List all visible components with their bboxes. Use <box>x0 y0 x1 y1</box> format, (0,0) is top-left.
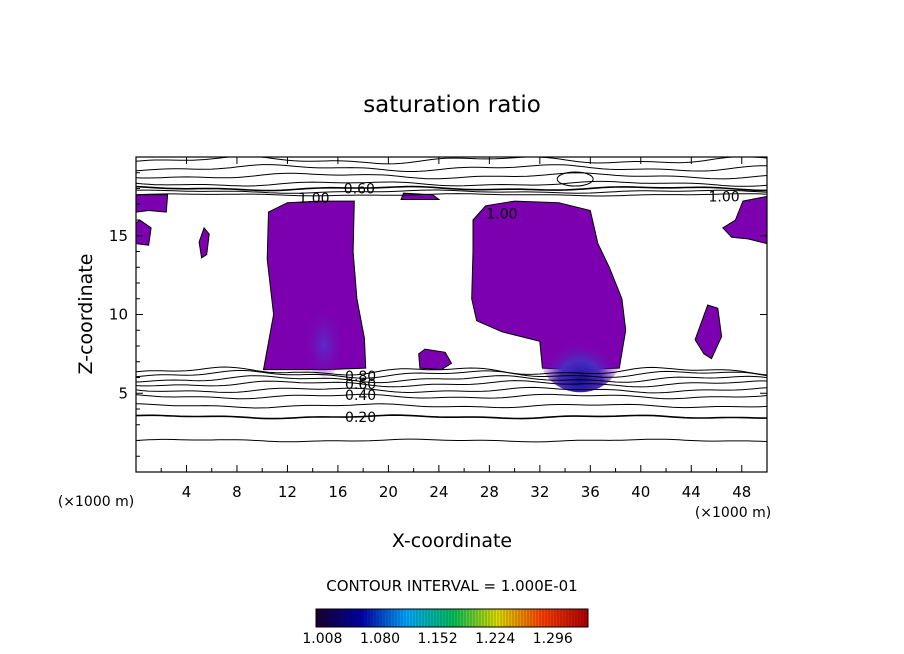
color-bar-fill <box>315 608 589 628</box>
contour-label-4: 0.60 <box>344 182 375 198</box>
color-bar-tick-label-4: 1.296 <box>533 631 573 647</box>
x-tick-label-4: 20 <box>379 483 398 501</box>
color-bar-tick-label-0: 1.008 <box>302 631 342 647</box>
y-tick-label-2: 15 <box>109 227 128 245</box>
contour-line-low-4 <box>136 386 767 394</box>
x-tick-label-10: 44 <box>682 483 701 501</box>
shaded-region-patch-right-lower <box>694 304 723 360</box>
contour-label-7: 1.00 <box>709 189 740 205</box>
x-unit-label: (×1000 m) <box>695 505 771 521</box>
plot-frame <box>135 156 768 473</box>
x-tick-label-1: 8 <box>232 483 242 501</box>
contour-line-high-0 <box>136 193 767 197</box>
chart-title: saturation ratio <box>363 92 541 118</box>
color-bar-stripes <box>317 609 586 627</box>
contour-line-low-5 <box>136 380 767 388</box>
contour-label-1: 0.40 <box>345 388 376 404</box>
x-tick-label-8: 36 <box>581 483 600 501</box>
shaded-region-patch-center-low <box>418 348 453 371</box>
contour-line-high-6 <box>136 157 767 165</box>
contour-label-3: 0.80 <box>345 369 376 385</box>
contour-closed-top <box>556 171 594 187</box>
y-unit-label: (×1000 m) <box>58 494 134 510</box>
contour-line-low-6 <box>136 375 767 384</box>
contour-label-0: 0.20 <box>345 410 376 426</box>
contour-line-high-2 <box>136 185 767 192</box>
contour-line-low-1 <box>136 414 767 420</box>
contour-line-low-8 <box>136 366 767 376</box>
shaded-region-patch-left-mid <box>136 219 152 246</box>
contour-labels: 0.200.400.600.800.601.001.001.00 <box>298 182 739 426</box>
contour-line-low-2 <box>136 403 767 409</box>
contour-line-high-5 <box>136 164 767 172</box>
color-bar-tick-labels: 1.008 1.080 1.152 1.224 1.296 <box>302 631 573 647</box>
contour-line-high-4 <box>136 172 767 180</box>
shaded-region-patch-left-top <box>136 194 169 213</box>
color-bar: 1.008 1.080 1.152 1.224 1.296 <box>302 608 589 647</box>
contour-label-2: 0.60 <box>345 377 376 393</box>
contour-line-high-3 <box>136 180 767 187</box>
shaded-regions <box>136 192 767 371</box>
color-bar-tick-label-2: 1.152 <box>418 631 458 647</box>
x-axis-label: X-coordinate <box>392 530 512 552</box>
y-axis-label: Z-coordinate <box>75 254 97 375</box>
x-tick-label-0: 4 <box>182 483 192 501</box>
contour-line-low-0 <box>136 438 767 443</box>
contour-line-low-3 <box>136 393 767 400</box>
x-tick-label-2: 12 <box>278 483 297 501</box>
contour-label-6: 1.00 <box>486 207 517 223</box>
contour-lines <box>136 157 767 443</box>
x-tick-label-9: 40 <box>631 483 650 501</box>
plot-area: 0.200.400.600.800.601.001.001.00 <box>136 157 767 443</box>
color-bar-tick-label-3: 1.224 <box>475 631 515 647</box>
x-tick-label-7: 32 <box>530 483 549 501</box>
shaded-region-patch-left-small <box>198 226 210 259</box>
x-tick-label-5: 24 <box>429 483 448 501</box>
x-tick-label-11: 48 <box>732 483 751 501</box>
x-tick-label-6: 28 <box>480 483 499 501</box>
x-tick-label-3: 16 <box>328 483 347 501</box>
contour-line-high-1 <box>136 189 767 194</box>
y-tick-label-0: 5 <box>118 384 128 402</box>
contour-label-5: 1.00 <box>298 191 329 207</box>
y-axis-ticks: 5 10 15 <box>109 172 767 457</box>
contour-interval-note: CONTOUR INTERVAL = 1.000E-01 <box>326 577 577 595</box>
x-axis-ticks: 4 8 12 16 20 24 28 32 36 40 44 48 <box>160 157 751 501</box>
shaded-region-patch-right-upper <box>722 195 767 245</box>
color-bar-tick-label-1: 1.080 <box>360 631 400 647</box>
contour-line-low-7 <box>136 370 767 379</box>
core-west <box>302 296 347 377</box>
y-tick-label-1: 10 <box>109 306 128 324</box>
